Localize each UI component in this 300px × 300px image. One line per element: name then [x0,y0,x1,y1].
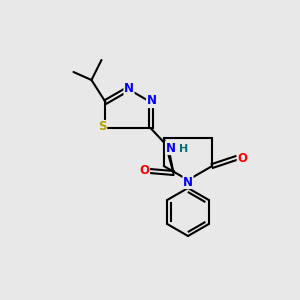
Text: O: O [140,164,149,178]
Text: S: S [98,121,107,134]
Text: N: N [183,176,193,188]
Text: O: O [237,152,247,164]
Text: N: N [124,82,134,94]
Text: N: N [166,142,176,154]
Text: H: H [178,144,188,154]
Text: N: N [146,94,157,107]
